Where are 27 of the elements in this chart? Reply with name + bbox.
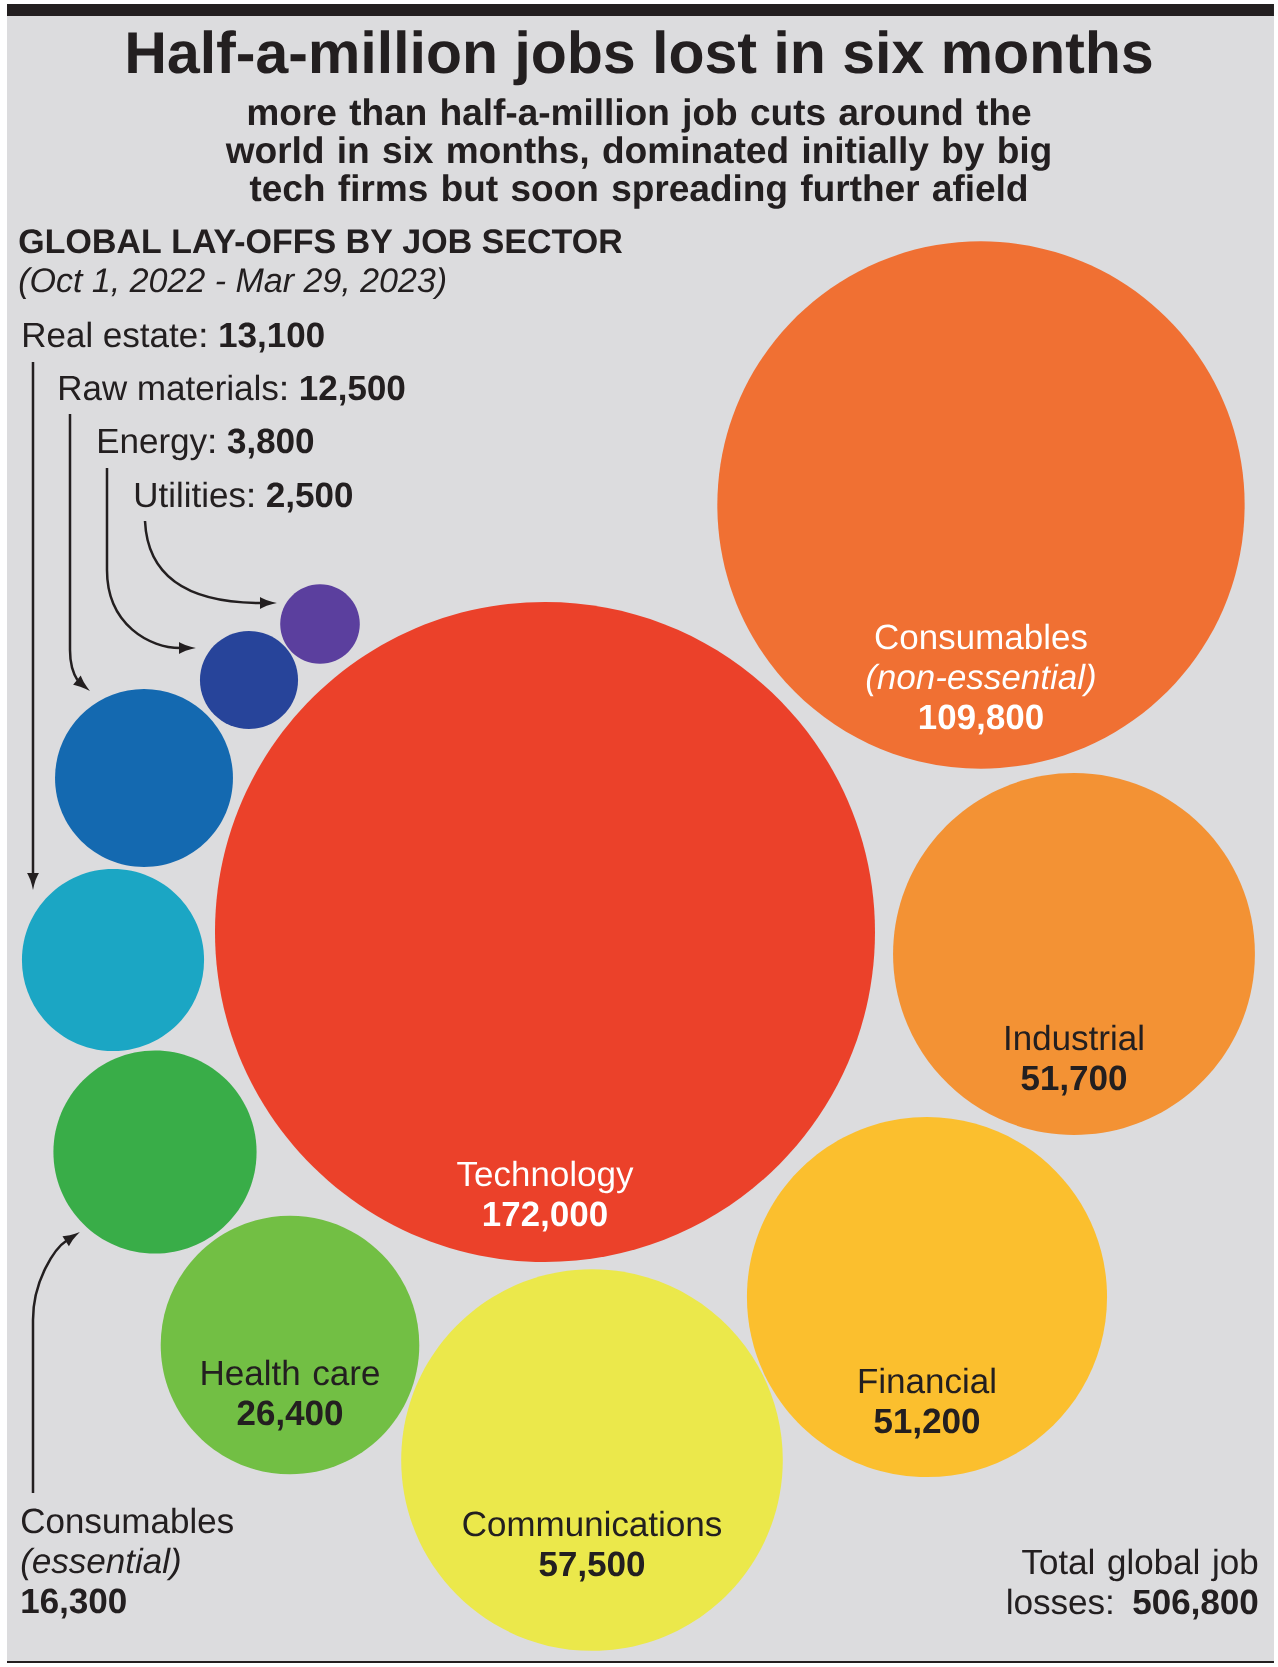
data-label: 13,100 (220, 322, 324, 353)
category-label: Real estate (24, 321, 197, 348)
text: more than half-a-million job cuts around the world in six months, dominated initially by big tech firms but soon spreading further afield (225, 98, 1050, 209)
category-label: Consumables (essential) (21, 1507, 233, 1581)
category-label: Communications (463, 1510, 722, 1537)
category-label: Utilities (135, 481, 245, 508)
category-label: Financial (859, 1367, 995, 1394)
text: Half-a-million jobs lost in six months (128, 30, 1152, 86)
data-label: 3,800 (227, 428, 314, 459)
category-label: Raw materials (60, 374, 278, 401)
text: Total global job losses: 506,800 (1008, 1548, 1258, 1620)
data-label: 26,400 (237, 1400, 343, 1431)
category-label: Health care (202, 1359, 379, 1386)
data-label: 16,300 (22, 1588, 126, 1619)
category-label: Technology (457, 1160, 634, 1194)
data-label: 172,000 (483, 1201, 607, 1232)
data-label: 57,500 (539, 1551, 645, 1582)
data-label: 109,800 (919, 704, 1043, 735)
data-label: 51,200 (874, 1408, 980, 1439)
category-label: Industrial (1006, 1024, 1143, 1051)
data-label: 51,700 (1021, 1065, 1127, 1096)
text: (Oct 1, 2022 - Mar 29, 2023) (19, 267, 446, 300)
category-label: Consumables (non-essential) (866, 623, 1095, 697)
data-label: 12,500 (301, 375, 405, 406)
text: GLOBAL LAY-OFFS BY JOB SECTOR (19, 229, 623, 254)
data-label: 2,500 (267, 482, 352, 513)
category-label: Energy (99, 428, 208, 461)
